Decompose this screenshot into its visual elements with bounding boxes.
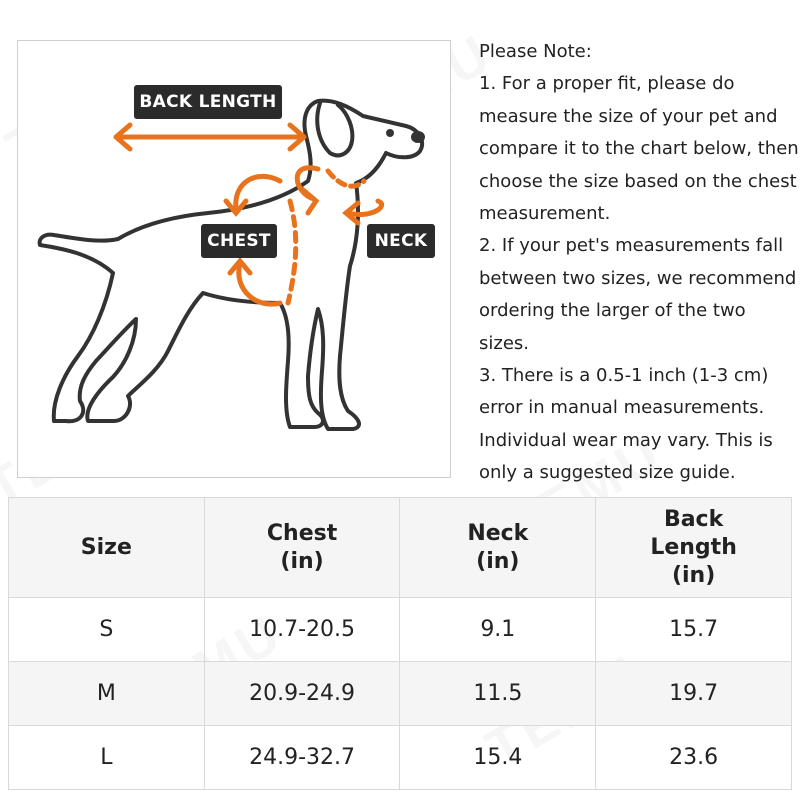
cell-chest: 20.9-24.9 bbox=[203, 661, 401, 726]
header-line: (in) bbox=[671, 562, 716, 588]
header-neck: Neck (in) bbox=[399, 497, 597, 598]
header-size: Size bbox=[8, 497, 205, 598]
header-line: Back bbox=[663, 506, 724, 532]
size-guide-notes: Please Note: 1. For a proper fit, please… bbox=[479, 36, 800, 490]
neck-label: NECK bbox=[367, 224, 435, 258]
cell-size: S bbox=[8, 597, 205, 662]
cell-chest: 10.7-20.5 bbox=[203, 597, 401, 662]
table-row: S 10.7-20.5 9.1 15.7 bbox=[8, 597, 792, 662]
size-chart-table: Size Chest (in) Neck (in) Back Length (in) S… bbox=[8, 497, 792, 790]
chest-measure-arrows bbox=[223, 173, 299, 307]
dog-ear-outline bbox=[315, 101, 355, 158]
dog-body-outline bbox=[37, 98, 425, 431]
header-line: Chest bbox=[266, 520, 338, 546]
cell-back-length: 23.6 bbox=[595, 725, 792, 790]
cell-neck: 9.1 bbox=[399, 597, 597, 662]
cell-neck: 11.5 bbox=[399, 661, 597, 726]
cell-neck: 15.4 bbox=[399, 725, 597, 790]
header-line: (in) bbox=[280, 548, 324, 574]
note-item-2: 2. If your pet's measurements fall betwe… bbox=[479, 235, 797, 354]
table-header-row: Size Chest (in) Neck (in) Back Length (in) bbox=[8, 497, 792, 598]
chest-label: CHEST bbox=[201, 224, 277, 258]
dog-eye bbox=[386, 129, 394, 137]
dog-nose bbox=[411, 131, 425, 143]
header-chest: Chest (in) bbox=[203, 497, 401, 598]
back-length-arrow bbox=[113, 122, 307, 152]
cell-back-length: 19.7 bbox=[595, 661, 792, 726]
dog-outline-drawing bbox=[37, 98, 425, 431]
table-row: M 20.9-24.9 11.5 19.7 bbox=[8, 661, 792, 726]
back-length-label: BACK LENGTH bbox=[134, 85, 282, 119]
header-back-length: Back Length (in) bbox=[595, 497, 792, 598]
cell-back-length: 15.7 bbox=[595, 597, 792, 662]
cell-size: L bbox=[8, 725, 205, 790]
note-item-1: 1. For a proper fit, please do measure t… bbox=[479, 73, 799, 225]
cell-chest: 24.9-32.7 bbox=[203, 725, 401, 790]
header-line: Size bbox=[80, 534, 132, 560]
dog-measurement-illustration: BACK LENGTH CHEST NECK bbox=[17, 40, 451, 478]
neck-measure-arrows bbox=[294, 165, 384, 226]
table-row: L 24.9-32.7 15.4 23.6 bbox=[8, 725, 792, 790]
header-line: Neck bbox=[467, 520, 529, 546]
header-line: (in) bbox=[476, 548, 520, 574]
notes-heading: Please Note: bbox=[479, 41, 592, 62]
header-line: Length bbox=[650, 534, 737, 560]
note-item-3: 3. There is a 0.5-1 inch (1-3 cm) error … bbox=[479, 365, 773, 484]
cell-size: M bbox=[8, 661, 205, 726]
